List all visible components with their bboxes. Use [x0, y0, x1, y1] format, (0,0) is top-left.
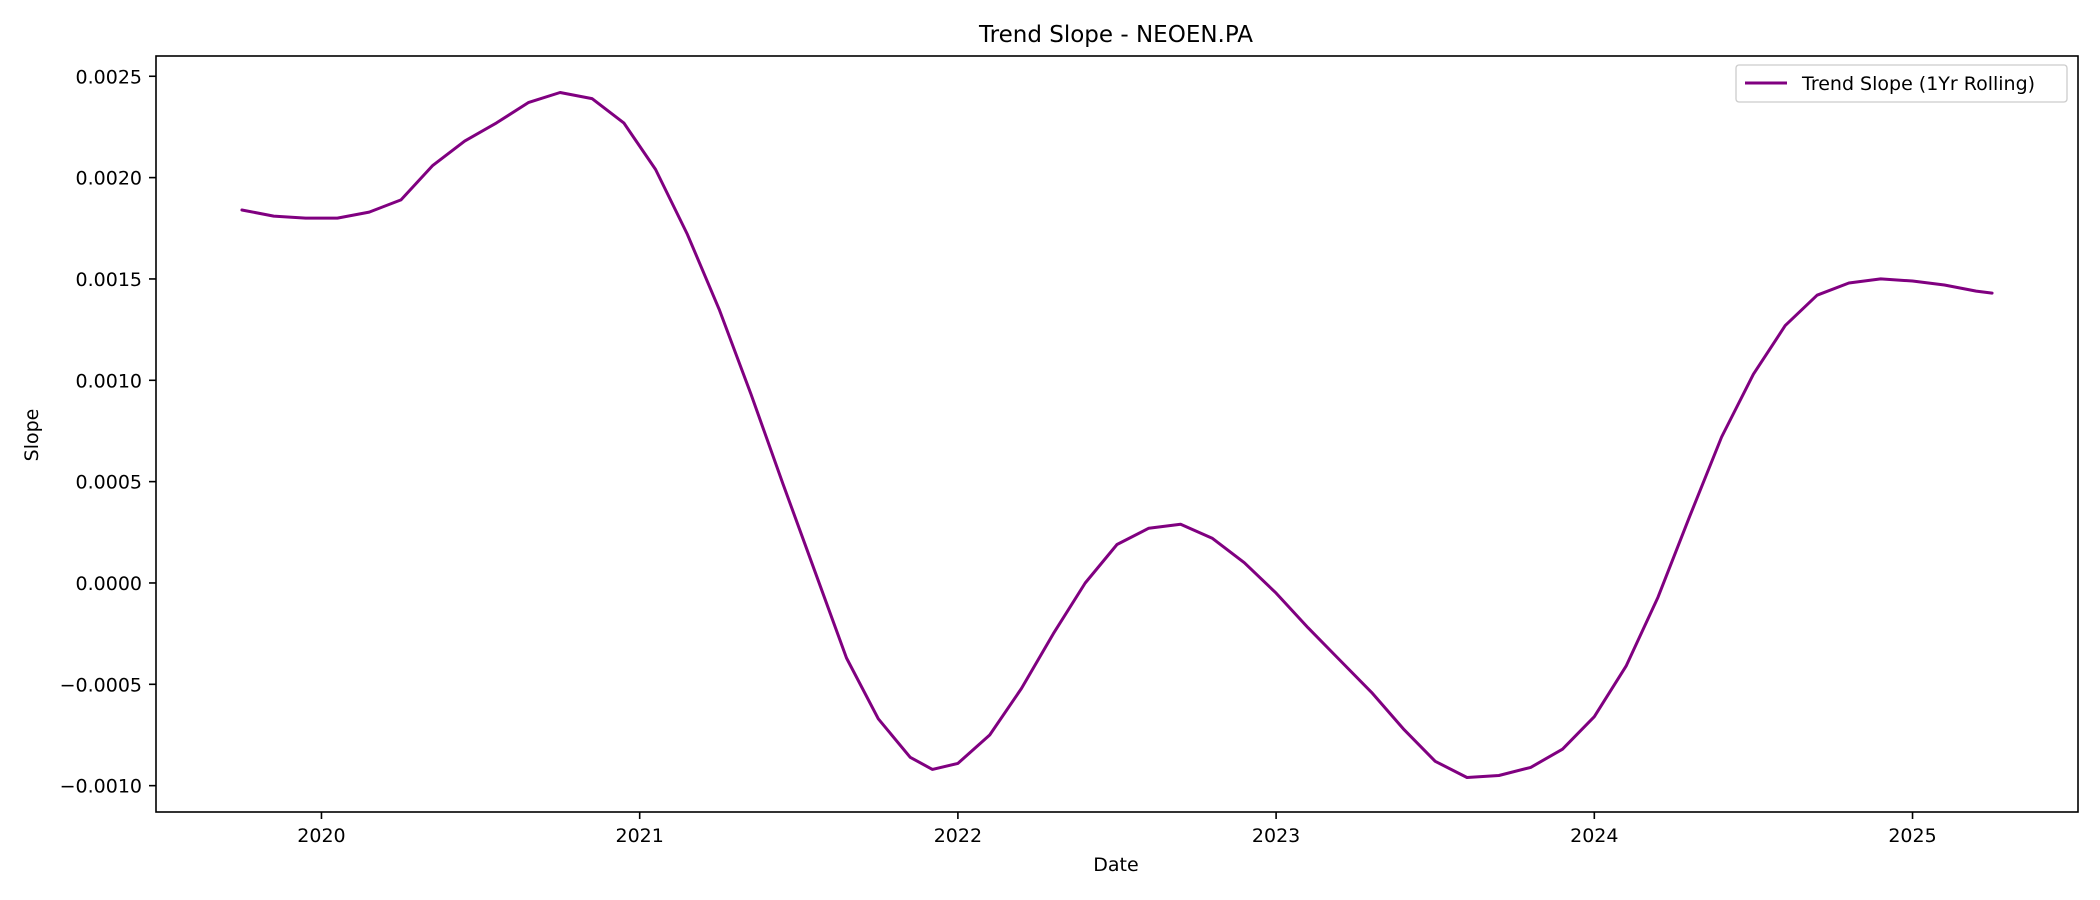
y-tick-label: −0.0010 — [60, 776, 142, 798]
x-tick-label: 2023 — [1252, 825, 1300, 847]
y-tick-label: −0.0005 — [60, 674, 142, 696]
y-axis-label: Slope — [21, 409, 43, 462]
y-tick-label: 0.0000 — [76, 573, 142, 595]
chart-title: Trend Slope - NEOEN.PA — [978, 22, 1253, 48]
y-tick-label: 0.0025 — [76, 66, 142, 88]
y-tick-label: 0.0010 — [76, 370, 142, 392]
legend-label: Trend Slope (1Yr Rolling) — [1801, 73, 2035, 95]
x-tick-label: 2020 — [297, 825, 345, 847]
legend-box — [1735, 64, 2068, 103]
x-axis-label: Date — [1093, 854, 1138, 876]
y-tick-label: 0.0015 — [76, 269, 142, 291]
legend: Trend Slope (1Yr Rolling) — [1735, 64, 2068, 103]
x-tick-label: 2025 — [1888, 825, 1936, 847]
plot-frame — [155, 55, 2079, 813]
y-tick-label: 0.0005 — [76, 472, 142, 494]
y-axis: 0.0025 0.0020 0.0015 0.0010 0.0005 0.0000 −0.0… — [60, 66, 156, 798]
x-tick-label: 2022 — [934, 825, 982, 847]
trend-slope-line — [240, 91, 1994, 779]
y-tick-label: 0.0020 — [76, 168, 142, 190]
x-axis: 2020 2021 2022 2023 2024 2025 — [297, 812, 1937, 847]
x-tick-label: 2024 — [1570, 825, 1618, 847]
plot-area — [155, 55, 2079, 813]
x-tick-label: 2021 — [616, 825, 664, 847]
